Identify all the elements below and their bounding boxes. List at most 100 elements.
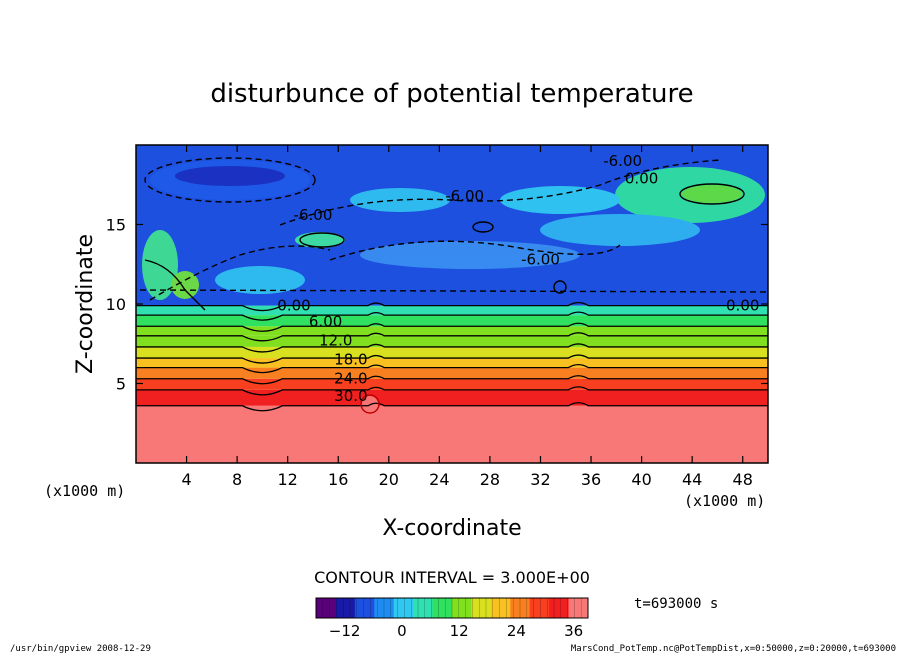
colorbar	[316, 598, 589, 618]
warm-patch	[295, 232, 345, 248]
x-tick-label-2: 12	[278, 470, 298, 489]
colorbar-segment-8	[471, 598, 492, 618]
colorbar-tick-label-3: 24	[507, 622, 526, 640]
mid-patch	[360, 241, 580, 269]
colorbar-segment-4	[393, 598, 414, 618]
y-tick-label-2: 15	[106, 216, 126, 235]
contour-line-10	[136, 301, 768, 312]
contour-label-1: 0.00	[625, 169, 658, 187]
colorbar-segment-7	[452, 598, 472, 618]
contour-label-3: -6.00	[294, 206, 333, 224]
x-tick-label-8: 36	[581, 470, 601, 489]
contour-label-9: 18.0	[334, 351, 367, 369]
time-label: t=693000 s	[634, 596, 718, 612]
field-band-1	[136, 389, 768, 406]
colorbar-segment-2	[354, 598, 375, 618]
upper-field-patches	[142, 160, 765, 412]
field-band-5	[136, 346, 768, 359]
x-axis-label: X-coordinate	[382, 516, 521, 541]
contour-label-6: 0.00	[726, 297, 759, 315]
colorbar-frame	[315, 597, 589, 619]
colorbar-segment-10	[510, 598, 531, 618]
contour-lines	[136, 301, 768, 412]
y-tick-label-1: 10	[106, 295, 126, 314]
contour-label-11: 30.0	[334, 387, 367, 405]
contour-line-5	[136, 354, 768, 364]
contour-line-4	[136, 363, 768, 374]
colorbar-tick-label-2: 12	[450, 622, 469, 640]
contour-line-7	[136, 332, 768, 342]
zero-contour	[679, 183, 745, 205]
contour-label-5: 0.00	[277, 297, 310, 315]
zero-contour	[553, 280, 567, 294]
dashed-contour	[149, 245, 331, 301]
x-tick-label-3: 16	[328, 470, 348, 489]
contour-interval: CONTOUR INTERVAL = 3.000E+00	[314, 568, 590, 587]
contour-line-9	[136, 311, 768, 321]
warm-core	[171, 271, 199, 299]
mid-patch	[540, 214, 700, 246]
x-tick-label-6: 28	[480, 470, 500, 489]
dashed-contour	[144, 157, 316, 203]
field-band-9	[136, 305, 768, 316]
y-axis-ticks: 5 10 15	[106, 216, 768, 394]
colorbar-tick-label-0: −12	[329, 622, 361, 640]
contour-line-2	[136, 386, 768, 396]
mid-patch	[500, 186, 620, 214]
contour-label-8: 12.0	[319, 332, 352, 350]
zero-contours	[144, 183, 745, 414]
footer-right: MarsCond_PotTemp.nc@PotTempDist,x=0:5000…	[571, 644, 896, 654]
x-tick-label-0: 4	[181, 470, 191, 489]
contour-label-10: 24.0	[334, 370, 367, 388]
field-band-7	[136, 326, 768, 336]
warm-core	[682, 185, 742, 203]
contour-label-2: -6.00	[445, 187, 484, 205]
field-band-4	[136, 358, 768, 368]
contour-line-3	[136, 375, 768, 385]
colorbar-tick-label-4: 36	[564, 622, 583, 640]
negative-contours	[139, 157, 768, 301]
cold-core	[175, 166, 285, 186]
x-tick-label-5: 24	[429, 470, 449, 489]
colorbar-segment-9	[490, 598, 511, 618]
dashed-contour	[139, 289, 768, 293]
x-axis-ticks: 4 8 12 16 20 24 28 32 36 40 44 48	[181, 145, 753, 489]
zero-contour	[299, 232, 345, 248]
contour-labels: -6.000.00-6.00-6.00-6.000.00 0.006.0012.0…	[277, 152, 759, 405]
field-band-8	[136, 315, 768, 327]
hot-contour	[360, 394, 380, 414]
field-band-6	[136, 335, 768, 347]
colorbar-segment-0	[316, 598, 336, 618]
contour-label-0: -6.00	[603, 152, 642, 170]
x-tick-label-10: 44	[682, 470, 702, 489]
zero-contour	[144, 259, 206, 311]
x-tick-label-11: 48	[733, 470, 753, 489]
colorbar-tick-label-1: 0	[397, 622, 407, 640]
x-unit-left: (x1000 m)	[44, 482, 125, 500]
dashed-contour	[329, 240, 621, 261]
x-tick-label-1: 8	[232, 470, 242, 489]
y-axis-label: Z-coordinate	[73, 234, 98, 374]
colorbar-segment-1	[335, 598, 356, 618]
plot-area: -6.000.00-6.00-6.00-6.000.00 0.006.0012.0…	[136, 145, 768, 463]
mid-patch	[215, 266, 305, 294]
x-tick-label-4: 20	[379, 470, 399, 489]
contour-line-8	[136, 322, 768, 332]
contour-label-4: -6.00	[521, 250, 560, 268]
colorbar-segment-11	[529, 598, 550, 618]
x-unit-right: (x1000 m)	[684, 492, 765, 510]
colorbar-segment-3	[374, 598, 395, 618]
footer-left: /usr/bin/gpview 2008-12-29	[10, 644, 151, 654]
y-tick-label-0: 5	[116, 375, 126, 394]
colorbar-segment-6	[432, 598, 453, 618]
x-tick-label-7: 32	[530, 470, 550, 489]
colorbar-ticks: −12 0 12 24 36	[329, 622, 583, 640]
field-band-0	[136, 405, 768, 463]
chart-title: disturbunce of potential temperature	[210, 79, 693, 109]
colorbar-segment-12	[549, 598, 570, 618]
contour-line-6	[136, 343, 768, 353]
contour-label-7: 6.00	[309, 312, 342, 330]
x-tick-label-9: 40	[631, 470, 651, 489]
colorbar-segment-13	[568, 598, 589, 618]
